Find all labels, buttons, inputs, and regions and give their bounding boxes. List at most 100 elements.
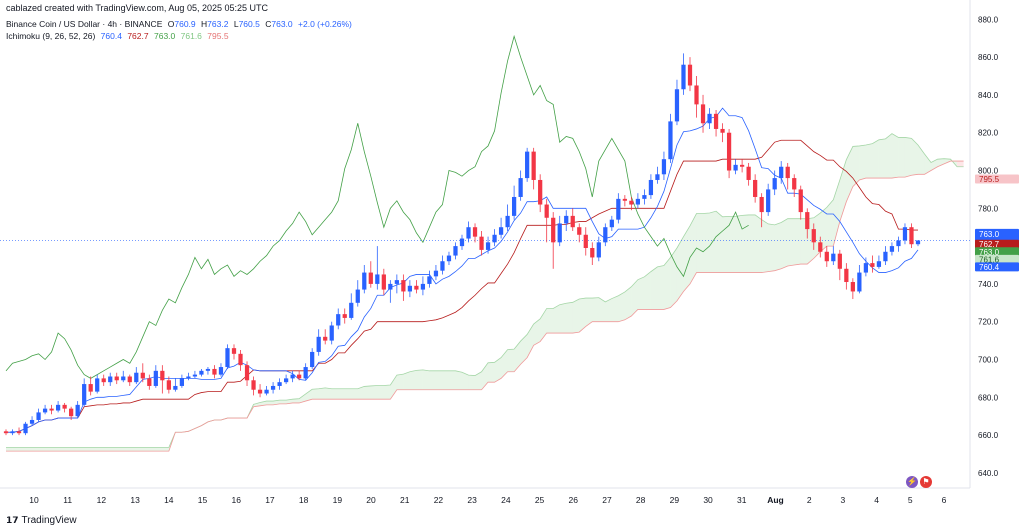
candle-body: [479, 236, 484, 250]
flag-icon[interactable]: ⚑: [920, 476, 932, 488]
candle-body: [759, 196, 764, 213]
cloud-segment: [103, 447, 111, 452]
x-tick-label: 10: [29, 495, 39, 505]
cloud-segment: [885, 133, 892, 179]
cloud-segment: [331, 388, 339, 400]
header-text: cablazed created with TradingView.com, A…: [6, 3, 268, 13]
candle-body: [179, 378, 185, 386]
candle-body: [772, 178, 777, 190]
candle-body: [49, 408, 54, 411]
price-label-box: [975, 254, 1019, 264]
cloud-segment: [911, 138, 918, 176]
cloud-segment: [136, 447, 143, 452]
cloud-segment: [38, 447, 46, 452]
candle-body: [590, 248, 595, 258]
x-tick-label: 20: [366, 495, 376, 505]
candle-body: [297, 374, 302, 379]
indicator-span-b: 795.5: [207, 31, 229, 41]
cloud-segment: [957, 161, 964, 167]
cloud-segment: [77, 447, 85, 452]
candle-body: [134, 372, 139, 383]
cloud-segment: [357, 386, 365, 400]
cloud-segment: [878, 138, 886, 179]
candle-body: [433, 270, 439, 277]
candle-body: [824, 251, 829, 262]
x-tick-label: 13: [130, 495, 140, 505]
cloud-segment: [58, 447, 65, 452]
cloud-segment: [468, 375, 476, 390]
cloud-segment: [351, 388, 358, 400]
span-a-line: [6, 133, 964, 448]
cloud-segment: [631, 279, 638, 317]
cloud-segment: [592, 297, 599, 322]
cloud-segment: [742, 214, 749, 273]
cloud-segment: [657, 265, 664, 310]
candle-body: [635, 198, 641, 205]
indicator-name[interactable]: Ichimoku (9, 26, 52, 26): [6, 31, 96, 41]
indicator-chikou: 763.0: [153, 31, 176, 41]
candle-body: [518, 178, 523, 197]
cloud-segment: [149, 447, 156, 452]
footer-brand[interactable]: TradingView: [21, 515, 77, 526]
ohlc-open: O760.9: [167, 19, 196, 29]
y-tick-label: 740.0: [978, 280, 999, 289]
candle-body: [453, 246, 458, 256]
candle-body: [798, 189, 803, 213]
candle-body: [485, 242, 491, 250]
candle-body: [792, 178, 797, 190]
candle-body: [726, 132, 732, 171]
cloud-segment: [84, 447, 91, 452]
cloud-segment: [696, 213, 704, 273]
cloud-segment: [123, 447, 130, 452]
candle-body: [622, 198, 627, 201]
candle-body: [551, 217, 556, 243]
cloud-segment: [377, 385, 384, 400]
cloud-segment: [416, 369, 423, 390]
cloud-segment: [703, 213, 710, 273]
cloud-segment: [429, 370, 436, 390]
lightning-icon[interactable]: ⚡: [906, 476, 918, 488]
candle-body: [818, 242, 823, 252]
candle-body: [720, 128, 725, 133]
candle-body: [10, 431, 15, 434]
cloud-segment: [618, 291, 625, 322]
cloud-segment: [32, 447, 39, 452]
candle-body: [290, 374, 295, 379]
cloud-segment: [448, 370, 456, 390]
cloud-segment: [579, 298, 586, 333]
indicator-tenkan: 760.4: [100, 31, 122, 41]
tradingview-logo-icon[interactable]: 𝟭𝟳: [6, 515, 19, 525]
ohlc-close: C763.0: [265, 19, 293, 29]
candle-body: [388, 283, 393, 290]
candle-body: [896, 240, 901, 247]
cloud-segment: [403, 371, 410, 390]
x-tick-label: 3: [841, 495, 846, 505]
cloud-segment: [761, 219, 769, 273]
y-tick-label: 640.0: [978, 469, 999, 478]
y-tick-label: 780.0: [978, 204, 999, 213]
cloud-segment: [546, 308, 554, 334]
candle-body: [225, 348, 230, 368]
cloud-segment: [97, 447, 104, 452]
candle-body: [785, 166, 790, 179]
candle-body: [270, 385, 276, 390]
candle-body: [75, 404, 80, 417]
cloud-segment: [292, 398, 300, 403]
candle-body: [114, 376, 119, 381]
watermark-header: cablazed created with TradingView.com, A…: [0, 0, 1024, 14]
cloud-segment: [553, 304, 560, 334]
y-tick-label: 700.0: [978, 355, 999, 364]
cloud-segment: [71, 447, 78, 452]
cloud-segment: [481, 362, 489, 390]
x-tick-label: 16: [231, 495, 241, 505]
candle-body: [69, 408, 74, 417]
candle-body: [902, 227, 908, 241]
price-label-box: [975, 262, 1019, 272]
cloud-segment: [435, 370, 443, 390]
candle-body: [166, 380, 171, 390]
candle-body: [23, 423, 28, 434]
cloud-segment: [45, 447, 52, 452]
candle-body: [700, 104, 706, 124]
symbol-name[interactable]: Binance Coin / US Dollar · 4h · BINANCE: [6, 19, 163, 29]
